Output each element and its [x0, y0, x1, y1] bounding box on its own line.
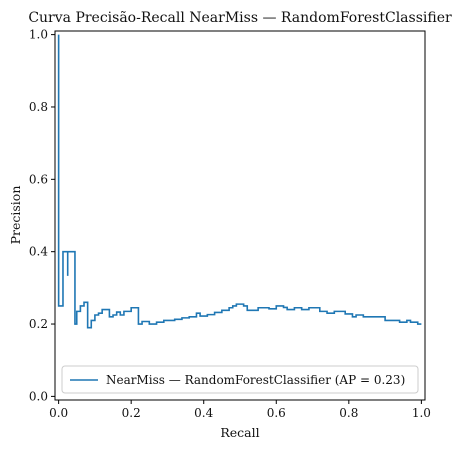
- legend: NearMiss — RandomForestClassifier (AP = …: [61, 365, 419, 394]
- legend-box: [61, 365, 419, 394]
- y-tick-label: 0.0: [29, 389, 48, 403]
- series-line-0: [57, 34, 422, 329]
- series-layer: [57, 34, 422, 329]
- plot-area: 0.0 0.2 0.4 0.6 0.8 1.0 0.0 0.2 0.4 0.6 0.8 1.0: [29, 28, 431, 420]
- y-tick-label: 0.8: [29, 100, 48, 114]
- y-tick-label: 0.2: [29, 317, 48, 331]
- y-axis-label: Precision: [8, 186, 23, 245]
- x-tick-label: 1.0: [412, 406, 431, 420]
- x-tick-label: 0.4: [194, 406, 213, 420]
- chart-title: Curva Precisão-Recall NearMiss — RandomF…: [28, 10, 452, 26]
- x-tick-label: 0.6: [267, 406, 286, 420]
- x-axis: 0.0 0.2 0.4 0.6 0.8 1.0: [49, 400, 431, 420]
- y-axis: 0.0 0.2 0.4 0.6 0.8 1.0: [29, 28, 55, 403]
- y-tick-label: 0.4: [29, 245, 48, 259]
- legend-entry-label: NearMiss — RandomForestClassifier (AP = …: [106, 373, 405, 387]
- y-tick-label: 0.6: [29, 172, 48, 186]
- x-tick-label: 0.2: [122, 406, 141, 420]
- plot-frame: [54, 30, 426, 401]
- x-tick-label: 0.8: [339, 406, 358, 420]
- x-tick-label: 0.0: [49, 406, 68, 420]
- x-axis-label: Recall: [220, 425, 259, 440]
- y-tick-label: 1.0: [29, 28, 48, 42]
